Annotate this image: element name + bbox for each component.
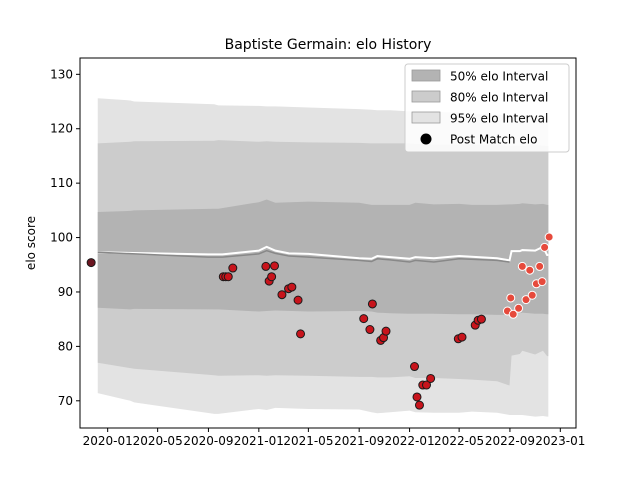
- match-point: [365, 325, 375, 335]
- axes-frame: [79, 57, 577, 429]
- match-point: [267, 272, 277, 282]
- match-point: [381, 326, 391, 336]
- match-point: [261, 261, 271, 271]
- legend-label: 95% elo Interval: [450, 112, 548, 126]
- chart-title: Baptiste Germain: elo History: [225, 37, 432, 53]
- plot-area: [86, 98, 554, 417]
- history-line: [97, 249, 510, 263]
- match-point: [521, 295, 531, 305]
- x-tick-label: 2021-05: [283, 434, 333, 448]
- y-tick-label: 110: [50, 176, 73, 190]
- legend-label: Post Match elo: [450, 133, 537, 147]
- x-tick-label: 2021-09: [334, 434, 384, 448]
- match-point: [277, 290, 287, 300]
- match-point: [270, 261, 280, 271]
- x-tick-label: 2020-01: [83, 434, 133, 448]
- x-tick-label: 2022-01: [384, 434, 434, 448]
- match-point: [223, 272, 233, 282]
- y-tick-label: 100: [50, 231, 73, 245]
- legend-swatch: [411, 69, 441, 82]
- match-point: [537, 277, 547, 287]
- match-point: [293, 295, 303, 305]
- x-tick-label: 2020-05: [133, 434, 183, 448]
- match-point: [410, 362, 420, 372]
- match-point: [228, 263, 238, 273]
- match-point: [517, 261, 527, 271]
- match-point: [457, 332, 467, 342]
- match-point: [506, 293, 516, 303]
- match-point: [476, 314, 486, 324]
- match-point: [514, 303, 524, 313]
- match-point: [422, 380, 431, 390]
- match-point: [535, 261, 545, 271]
- match-point: [367, 299, 377, 309]
- match-point: [86, 258, 96, 268]
- x-tick-label: 2022-09: [485, 434, 535, 448]
- x-tick-label: 2023-01: [535, 434, 585, 448]
- y-tick-label: 80: [58, 339, 73, 353]
- legend-label: 50% elo Interval: [450, 70, 548, 84]
- match-point: [426, 373, 436, 383]
- x-tick-label: 2021-01: [234, 434, 284, 448]
- match-point: [540, 242, 550, 252]
- match-point: [544, 232, 554, 242]
- y-tick-label: 90: [58, 285, 73, 299]
- legend-swatch: [411, 111, 441, 124]
- y-tick-label: 130: [50, 67, 73, 81]
- match-point: [296, 329, 306, 339]
- y-tick-label: 120: [50, 122, 73, 136]
- legend-swatch: [411, 90, 441, 103]
- match-point: [359, 314, 369, 324]
- match-point: [287, 282, 297, 292]
- match-point: [414, 400, 424, 410]
- band-50: [97, 199, 549, 315]
- projection-line: [97, 245, 549, 262]
- match-point: [527, 290, 537, 300]
- y-axis-label: elo score: [24, 216, 38, 270]
- legend-label: 80% elo Interval: [450, 91, 548, 105]
- legend-marker: [420, 133, 432, 145]
- legend-box: [404, 63, 570, 153]
- match-point: [508, 309, 518, 319]
- x-tick-label: 2020-09: [183, 434, 233, 448]
- y-tick-label: 70: [58, 394, 73, 408]
- match-point: [412, 392, 422, 402]
- x-tick-label: 2022-05: [434, 434, 484, 448]
- legend: 50% elo Interval 80% elo Interval 95% elo …: [404, 63, 570, 153]
- match-point: [525, 265, 535, 275]
